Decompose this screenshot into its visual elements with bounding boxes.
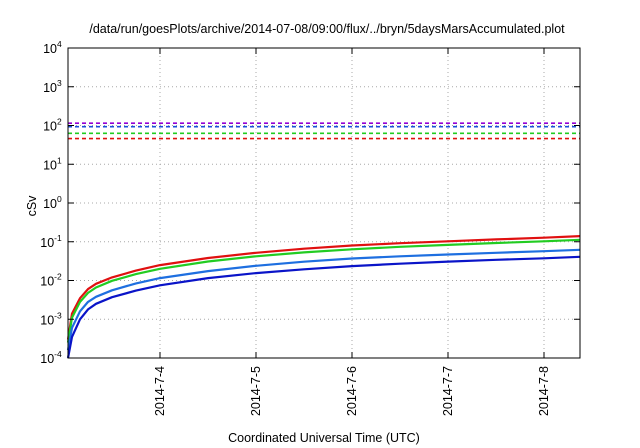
- y-tick-exponent: -2: [54, 272, 62, 282]
- x-tick-label: 2014-7-8: [537, 366, 551, 416]
- y-tick-label: 10-1: [40, 233, 62, 250]
- x-tick-label: 2014-7-5: [249, 366, 263, 416]
- x-tick-label: 2014-7-4: [153, 366, 167, 416]
- y-tick-exponent: -4: [54, 349, 62, 359]
- y-tick-exponent: 2: [57, 117, 62, 127]
- y-tick-exponent: 0: [57, 194, 62, 204]
- y-tick-exponent: -1: [54, 233, 62, 243]
- x-tick-label: 2014-7-6: [345, 366, 359, 416]
- y-tick-label: 10-2: [40, 272, 62, 289]
- chart-title: /data/run/goesPlots/archive/2014-07-08/0…: [89, 22, 565, 36]
- y-tick-label: 103: [43, 78, 62, 95]
- x-tick-label: 2014-7-7: [441, 366, 455, 416]
- y-tick-label: 102: [43, 117, 62, 134]
- series-line: [66, 235, 581, 340]
- series-line: [66, 238, 581, 343]
- y-tick-label: 10-4: [40, 349, 62, 366]
- y-tick-label: 104: [43, 39, 62, 56]
- series-line: [66, 255, 581, 359]
- y-tick-exponent: 4: [57, 39, 62, 49]
- series-layer: [66, 235, 581, 359]
- y-axis-label: cSv: [25, 195, 39, 217]
- y-tick-exponent: 3: [57, 78, 62, 88]
- x-axis-label: Coordinated Universal Time (UTC): [228, 431, 420, 445]
- y-tick-exponent: -3: [54, 310, 62, 320]
- series-line: [66, 248, 581, 351]
- grid-layer: [68, 48, 580, 358]
- y-tick-label: 101: [43, 155, 62, 172]
- threshold-layer: [68, 122, 580, 140]
- y-tick-label: 10-3: [40, 310, 62, 327]
- y-tick-label: 100: [43, 194, 62, 211]
- y-tick-exponent: 1: [57, 155, 62, 165]
